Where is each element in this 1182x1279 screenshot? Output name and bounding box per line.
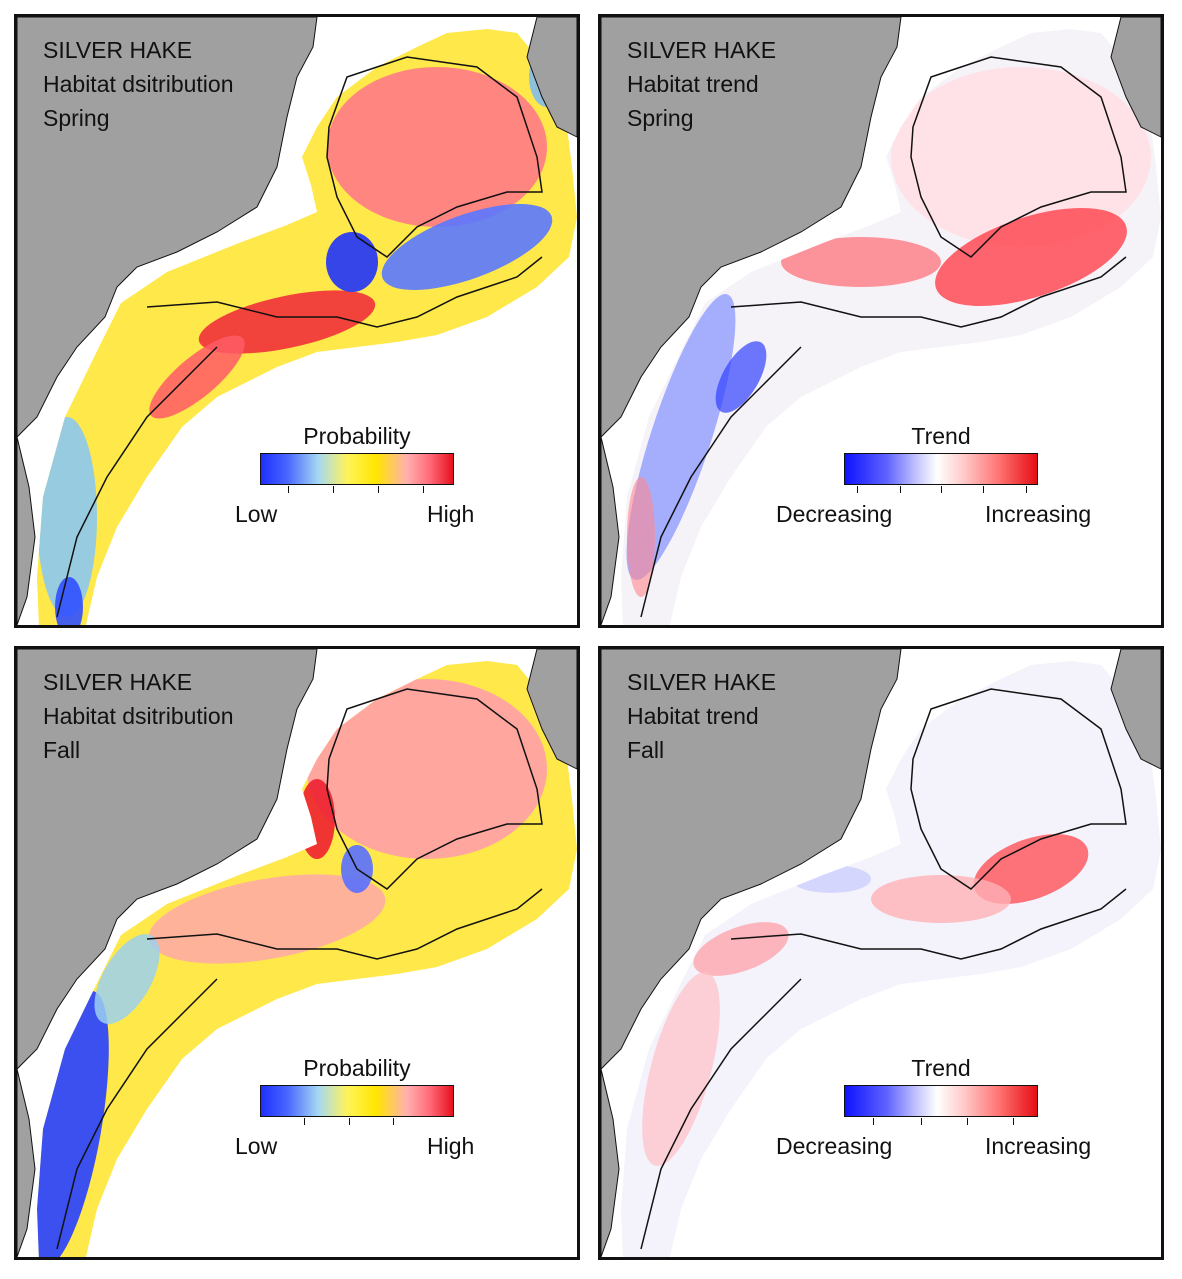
season-label: Spring	[627, 105, 694, 131]
habitat-map	[601, 17, 1161, 625]
legend-high-label: Increasing	[985, 1133, 1092, 1159]
panel-title: SILVER HAKE Habitat dsitribution Spring	[43, 33, 234, 135]
panel-title: SILVER HAKE Habitat trend Spring	[627, 33, 776, 135]
species-label: SILVER HAKE	[627, 669, 777, 695]
map-type-label: Habitat trend	[627, 71, 759, 97]
map-type-label: Habitat trend	[627, 703, 759, 729]
legend-low-label: Low	[235, 501, 278, 527]
habitat-map	[601, 649, 1161, 1257]
habitat-map	[17, 649, 577, 1257]
season-label: Fall	[43, 737, 81, 763]
panel-title: SILVER HAKE Habitat trend Fall	[627, 665, 776, 767]
legend-high-label: Increasing	[985, 501, 1092, 527]
species-label: SILVER HAKE	[43, 37, 193, 63]
legend-low-label: Decreasing	[776, 1133, 893, 1159]
trend-color-scale	[844, 1085, 1038, 1125]
map-panel-distribution-fall: SILVER HAKE Habitat dsitribution Fall Pr…	[14, 646, 580, 1260]
species-label: SILVER HAKE	[43, 669, 193, 695]
map-panel-distribution-spring: SILVER HAKE Habitat dsitribution Spring …	[14, 14, 580, 628]
habitat-map	[17, 17, 577, 625]
map-panel-trend-fall: SILVER HAKE Habitat trend Fall Trend Dec…	[598, 646, 1164, 1260]
legend-high-label: High	[427, 1133, 475, 1159]
legend-title: Trend	[911, 1055, 971, 1081]
legend-title: Probability	[303, 423, 411, 449]
legend-low-label: Decreasing	[776, 501, 893, 527]
map-panel-trend-spring: SILVER HAKE Habitat trend Spring Trend D…	[598, 14, 1164, 628]
panel-title: SILVER HAKE Habitat dsitribution Fall	[43, 665, 234, 767]
season-label: Fall	[627, 737, 665, 763]
legend-title: Trend	[911, 423, 971, 449]
probability-color-scale	[260, 1085, 454, 1125]
species-label: SILVER HAKE	[627, 37, 777, 63]
season-label: Spring	[43, 105, 110, 131]
probability-color-scale	[260, 453, 454, 493]
map-type-label: Habitat dsitribution	[43, 71, 234, 97]
trend-color-scale	[844, 453, 1038, 493]
legend-title: Probability	[303, 1055, 411, 1081]
map-type-label: Habitat dsitribution	[43, 703, 234, 729]
legend-high-label: High	[427, 501, 475, 527]
legend-low-label: Low	[235, 1133, 278, 1159]
